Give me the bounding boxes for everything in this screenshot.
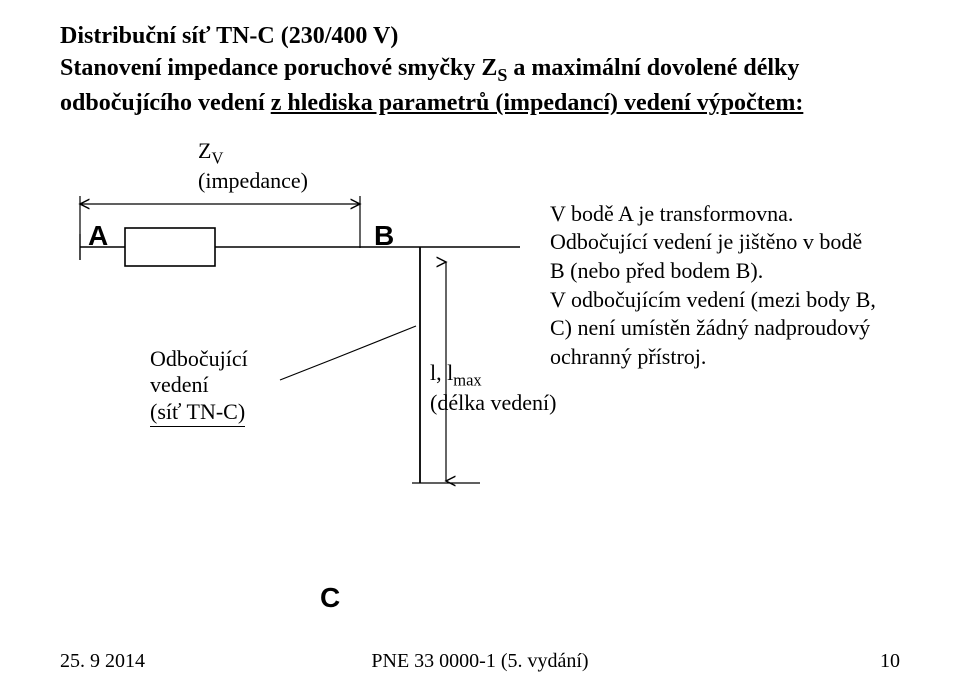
title-block: Distribuční síť TN-C (230/400 V) Stanove… (60, 20, 900, 120)
impedance-rect (125, 228, 215, 266)
title-line2-prefix: Stanovení impedance poruchové smyčky Z (60, 55, 497, 81)
footer-page: 10 (880, 650, 900, 673)
title-line2: Stanovení impedance poruchové smyčky ZS … (60, 52, 900, 119)
diagram-svg (60, 128, 900, 488)
footer-mid: PNE 33 0000-1 (5. vydání) (60, 650, 900, 673)
title-line1: Distribuční síť TN-C (230/400 V) (60, 20, 900, 52)
title-line2-underlined: z hlediska parametrů (impedancí) vedení … (271, 90, 804, 116)
title-line2-sub: S (497, 65, 507, 85)
pointer-line (280, 326, 416, 380)
letter-c: C (320, 582, 340, 614)
diagram-area: ZV (impedance) A B Odbočující vedení (sí… (60, 128, 900, 488)
